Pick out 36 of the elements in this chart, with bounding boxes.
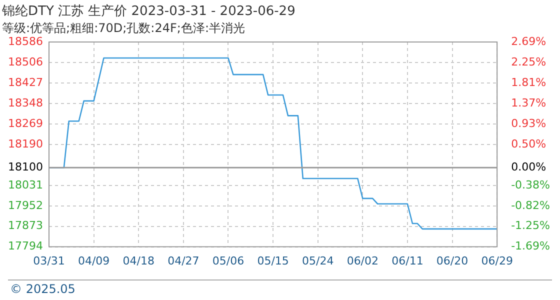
x-tick-label: 04/18 bbox=[122, 254, 154, 268]
chart-subtitle: 等级:优等品;粗细:70D;孔数:24F;色泽:半消光 bbox=[2, 20, 245, 35]
y-tick-label: 18031 bbox=[8, 178, 43, 192]
x-tick-label: 04/09 bbox=[78, 254, 110, 268]
y-tick-label: 17873 bbox=[8, 219, 43, 232]
y2-tick-label: 0.50% bbox=[511, 137, 546, 150]
y2-tick-label: 2.25% bbox=[511, 55, 546, 68]
chart-title: 锦纶DTY 江苏 生产价 2023-03-31 - 2023-06-29 bbox=[1, 4, 296, 20]
y-tick-label: 17952 bbox=[8, 198, 43, 212]
y2-tick-label: 1.37% bbox=[511, 96, 546, 110]
y-tick-label: 18100 bbox=[8, 160, 43, 174]
x-tick-label: 06/11 bbox=[392, 254, 424, 268]
x-tick-label: 05/15 bbox=[257, 254, 289, 268]
x-tick-label: 03/31 bbox=[33, 254, 65, 268]
y-tick-label: 17794 bbox=[8, 240, 43, 253]
y-tick-label: 18269 bbox=[8, 116, 43, 130]
y2-tick-label: 0.00% bbox=[511, 160, 546, 174]
y2-tick-label: 2.69% bbox=[511, 34, 546, 48]
y2-tick-label: -0.38% bbox=[511, 178, 550, 192]
y2-tick-label: 0.93% bbox=[511, 117, 546, 130]
x-tick-label: 06/29 bbox=[481, 254, 513, 268]
y-tick-label: 18427 bbox=[8, 76, 43, 89]
x-tick-label: 04/27 bbox=[168, 254, 200, 268]
x-tick-label: 05/24 bbox=[302, 254, 334, 268]
y2-tick-label: -0.82% bbox=[511, 198, 550, 212]
y-tick-label: 18586 bbox=[8, 34, 43, 48]
y2-tick-label: -1.69% bbox=[511, 240, 550, 253]
y2-tick-label: 1.81% bbox=[511, 76, 546, 90]
x-tick-label: 06/02 bbox=[346, 254, 379, 268]
text: © 2025.05 bbox=[10, 282, 76, 296]
y-tick-label: 18190 bbox=[8, 137, 43, 150]
x-tick-label: 05/06 bbox=[212, 254, 244, 268]
x-tick-label: 06/20 bbox=[436, 254, 468, 268]
y-tick-label: 18348 bbox=[8, 96, 43, 110]
y2-tick-label: -1.25% bbox=[511, 219, 550, 232]
y-tick-label: 18506 bbox=[8, 56, 43, 69]
